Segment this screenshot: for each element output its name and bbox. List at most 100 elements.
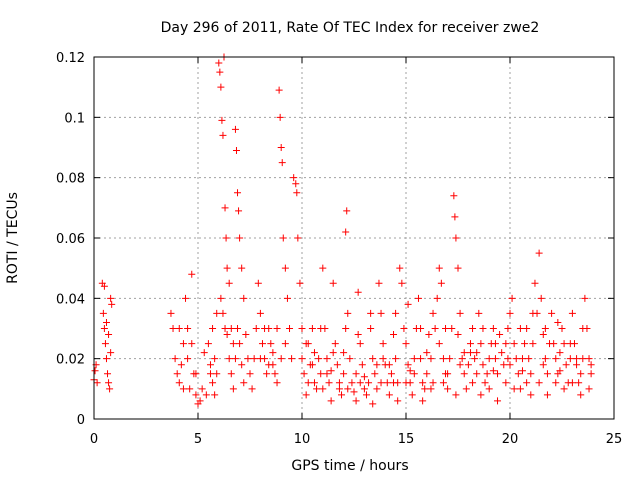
data-point bbox=[373, 361, 381, 369]
data-point bbox=[523, 325, 531, 332]
data-point bbox=[323, 370, 331, 378]
data-point bbox=[271, 370, 279, 378]
data-point bbox=[437, 279, 445, 287]
y-axis-label: ROTI / TECUs bbox=[5, 192, 21, 284]
grid-lines bbox=[94, 57, 614, 419]
data-point bbox=[298, 325, 306, 332]
data-point bbox=[383, 379, 391, 387]
data-point bbox=[587, 370, 595, 378]
data-point bbox=[404, 361, 412, 369]
data-point bbox=[469, 325, 477, 332]
data-point bbox=[335, 385, 343, 393]
data-point bbox=[225, 355, 233, 363]
data-point bbox=[508, 294, 516, 302]
data-point bbox=[277, 144, 285, 151]
data-point bbox=[308, 325, 316, 332]
data-point bbox=[446, 355, 454, 363]
data-point bbox=[562, 361, 570, 369]
data-point bbox=[525, 355, 533, 363]
data-point bbox=[539, 331, 547, 339]
data-point bbox=[539, 361, 547, 369]
data-point bbox=[327, 397, 335, 405]
data-point bbox=[431, 325, 439, 332]
data-point bbox=[302, 391, 310, 399]
data-point bbox=[105, 331, 113, 339]
data-point bbox=[552, 379, 560, 387]
data-point bbox=[209, 325, 217, 332]
data-point bbox=[479, 325, 487, 332]
data-point bbox=[344, 309, 352, 317]
data-point bbox=[242, 331, 250, 339]
data-point bbox=[229, 340, 237, 348]
data-point bbox=[101, 340, 109, 348]
x-tick-label: 25 bbox=[606, 432, 623, 447]
data-point bbox=[456, 309, 464, 317]
data-point bbox=[518, 355, 526, 363]
data-point bbox=[288, 355, 296, 363]
data-point bbox=[352, 370, 360, 378]
data-point bbox=[213, 309, 221, 317]
data-point bbox=[473, 349, 481, 357]
data-point bbox=[444, 370, 452, 378]
data-point bbox=[188, 340, 196, 348]
data-point bbox=[184, 355, 192, 363]
data-point bbox=[556, 349, 564, 357]
data-point bbox=[390, 331, 398, 339]
data-point bbox=[223, 264, 231, 272]
data-point bbox=[466, 340, 474, 348]
data-point bbox=[371, 370, 379, 378]
data-point bbox=[204, 340, 212, 348]
data-point bbox=[458, 355, 466, 363]
data-point bbox=[452, 234, 460, 242]
data-point bbox=[471, 355, 479, 363]
data-point bbox=[360, 373, 368, 381]
data-point bbox=[300, 370, 308, 378]
data-point bbox=[310, 349, 318, 357]
data-point bbox=[209, 379, 217, 387]
data-point bbox=[292, 180, 300, 188]
data-point bbox=[573, 361, 581, 369]
data-point bbox=[248, 385, 256, 393]
data-point bbox=[548, 309, 556, 317]
data-point bbox=[200, 349, 208, 357]
data-point bbox=[211, 355, 219, 363]
data-point bbox=[188, 270, 196, 278]
data-point bbox=[466, 349, 474, 357]
data-point bbox=[369, 355, 377, 363]
data-point bbox=[244, 355, 252, 363]
data-point bbox=[433, 294, 441, 302]
data-point bbox=[373, 385, 381, 393]
data-point bbox=[529, 309, 537, 317]
data-point bbox=[402, 340, 410, 348]
data-point bbox=[410, 370, 418, 378]
data-point bbox=[227, 325, 235, 332]
y-tick-label: 0.12 bbox=[56, 51, 85, 66]
data-point bbox=[394, 397, 402, 405]
data-point bbox=[417, 325, 425, 332]
data-point bbox=[192, 391, 200, 399]
data-point bbox=[529, 340, 537, 348]
data-point bbox=[404, 300, 412, 308]
data-point bbox=[238, 361, 246, 369]
data-point bbox=[502, 340, 510, 348]
data-point bbox=[250, 355, 258, 363]
data-point bbox=[414, 294, 422, 302]
data-point bbox=[308, 361, 316, 369]
data-point bbox=[541, 325, 549, 332]
data-point bbox=[265, 361, 273, 369]
data-point bbox=[477, 391, 485, 399]
data-point bbox=[350, 388, 358, 396]
data-point bbox=[213, 370, 221, 378]
data-point bbox=[171, 355, 179, 363]
data-point bbox=[527, 370, 535, 378]
data-point bbox=[523, 379, 531, 387]
data-point bbox=[105, 379, 113, 387]
data-point bbox=[342, 325, 350, 332]
data-point bbox=[91, 367, 99, 375]
data-point bbox=[396, 264, 404, 272]
data-point bbox=[331, 340, 339, 348]
data-point bbox=[235, 207, 243, 215]
data-point bbox=[454, 331, 462, 339]
data-point bbox=[566, 355, 574, 363]
data-point bbox=[277, 355, 285, 363]
